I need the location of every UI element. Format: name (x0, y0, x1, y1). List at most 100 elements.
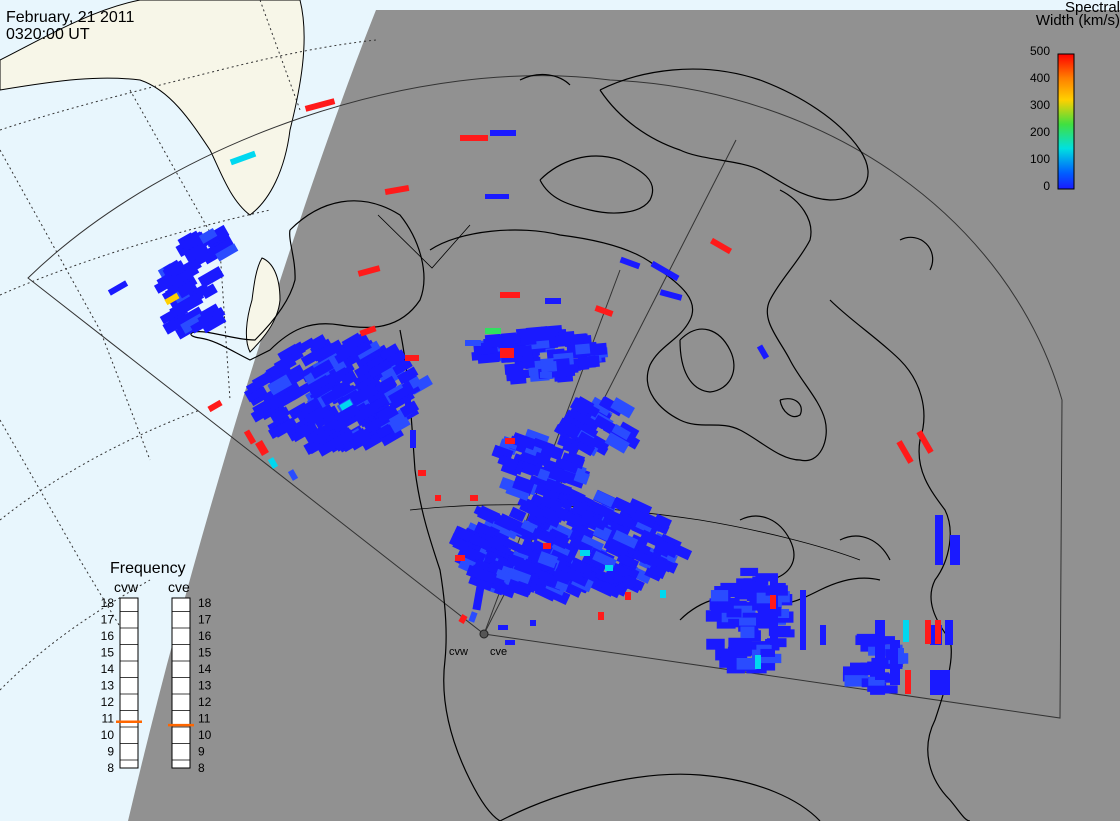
cvw-frequency-tick: 10 (101, 728, 115, 742)
backscatter-cell (544, 478, 564, 495)
backscatter-cell (507, 567, 532, 585)
backscatter-cell (650, 260, 680, 282)
radar-site-label-cve: cve (490, 646, 508, 658)
borders (377, 214, 861, 561)
backscatter-cell (531, 539, 553, 556)
backscatter-cell (153, 273, 180, 294)
backscatter-cell (339, 370, 358, 387)
backscatter-cell (611, 497, 638, 517)
backscatter-cell (384, 184, 410, 196)
backscatter-cells (107, 98, 960, 695)
backscatter-cell (360, 431, 384, 451)
backscatter-cell (930, 670, 940, 695)
backscatter-cell (477, 353, 500, 364)
backscatter-cell (820, 625, 826, 645)
backscatter-cell (860, 640, 877, 652)
backscatter-cell (890, 640, 900, 685)
backscatter-cell (455, 555, 465, 561)
backscatter-cell (107, 280, 129, 296)
backscatter-cell (380, 427, 404, 447)
backscatter-cell (903, 620, 909, 642)
backscatter-cell (405, 355, 419, 361)
backscatter-cell (945, 620, 953, 645)
backscatter-cell (572, 409, 596, 429)
backscatter-cell (757, 601, 778, 612)
backscatter-cell (757, 606, 782, 617)
backscatter-cell (504, 362, 524, 375)
colorbar-title-line2: Width (km/s) (1035, 12, 1120, 29)
backscatter-cell (540, 360, 558, 373)
backscatter-cell (511, 434, 529, 449)
backscatter-cell (531, 527, 557, 546)
backscatter-cell (898, 648, 904, 664)
backscatter-cell (335, 344, 356, 362)
backscatter-cell (603, 538, 629, 558)
colorbar-tick-100: 100 (1030, 152, 1050, 166)
backscatter-cell (864, 664, 883, 676)
backscatter-cell (476, 507, 497, 524)
backscatter-cell (728, 618, 747, 628)
backscatter-cell (552, 568, 572, 585)
cve-frequency-tick: 14 (198, 662, 212, 676)
backscatter-cell (375, 423, 393, 439)
backscatter-cell (215, 243, 239, 262)
backscatter-cell (660, 590, 666, 598)
backscatter-cell (508, 506, 527, 523)
backscatter-cell (580, 550, 590, 556)
backscatter-cell (367, 359, 392, 379)
backscatter-cell (530, 620, 536, 626)
backscatter-cell (856, 633, 880, 644)
backscatter-cell (577, 355, 597, 369)
cvw-frequency-tick: 17 (101, 613, 115, 627)
backscatter-cell (477, 532, 500, 549)
backscatter-cell (309, 359, 334, 380)
backscatter-cell (498, 625, 508, 630)
backscatter-cell (740, 567, 759, 576)
backscatter-cell (452, 525, 473, 543)
backscatter-cell (647, 563, 667, 580)
backscatter-cell (507, 578, 531, 596)
backscatter-cell (716, 616, 736, 629)
backscatter-cell (339, 399, 353, 411)
colorbar-gradient (1057, 53, 1075, 190)
backscatter-cell (719, 657, 744, 668)
backscatter-cell (519, 334, 537, 346)
backscatter-cell (273, 417, 298, 437)
backscatter-cell (500, 292, 520, 298)
backscatter-cell (868, 676, 885, 686)
backscatter-cell (717, 597, 740, 608)
colorbar-tick-500: 500 (1030, 44, 1050, 58)
backscatter-cell (548, 466, 570, 484)
cve-frequency-tick: 9 (198, 745, 205, 759)
backscatter-cell (496, 556, 515, 571)
backscatter-cell (389, 414, 411, 434)
cvw-frequency-tick: 9 (107, 745, 114, 759)
cve-frequency-tick: 17 (198, 613, 212, 627)
backscatter-cell (392, 358, 413, 376)
backscatter-cell (311, 345, 331, 362)
backscatter-cell (375, 403, 399, 424)
backscatter-cell (213, 237, 234, 255)
backscatter-cell (589, 396, 613, 417)
backscatter-cell (593, 489, 616, 508)
cvw-frequency-tick: 15 (101, 646, 115, 660)
backscatter-cell (353, 428, 373, 445)
backscatter-cell (844, 675, 869, 687)
backscatter-cell (491, 336, 516, 348)
backscatter-cell (589, 433, 611, 451)
colorbar-tick-0: 0 (1043, 179, 1050, 193)
cve-column-label: cve (168, 579, 190, 595)
backscatter-cell (755, 655, 761, 669)
backscatter-cell (709, 237, 733, 255)
backscatter-cell (740, 626, 755, 639)
colorbar-tick-400: 400 (1030, 71, 1050, 85)
backscatter-cell (631, 549, 650, 565)
cvw-frequency-tick: 13 (101, 679, 115, 693)
colorbar-title-line1: Spectral (1064, 0, 1120, 16)
cvw-frequency-scale (119, 597, 139, 769)
backscatter-cell (543, 543, 551, 549)
cvw-frequency-tick: 16 (101, 629, 115, 643)
backscatter-cell (605, 565, 613, 571)
backscatter-cell (470, 534, 494, 552)
backscatter-cell (592, 550, 617, 569)
